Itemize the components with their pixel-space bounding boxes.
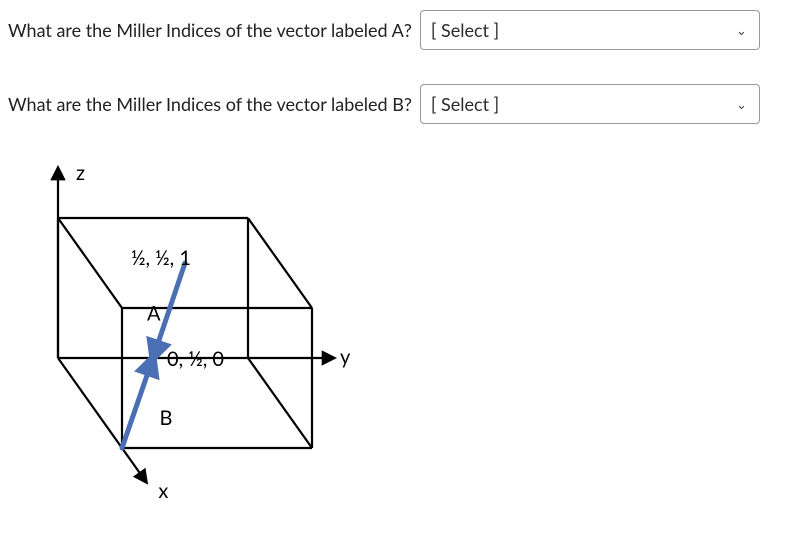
svg-text:0, ½, 0: 0, ½, 0 — [167, 347, 224, 371]
svg-text:z: z — [76, 161, 85, 185]
chevron-down-icon: ⌄ — [736, 22, 747, 39]
select-a[interactable]: [ Select ] ⌄ — [420, 10, 760, 50]
svg-text:A: A — [147, 302, 161, 326]
select-b[interactable]: [ Select ] ⌄ — [420, 84, 760, 124]
chevron-down-icon: ⌄ — [736, 96, 747, 113]
svg-text:½, ½, 1: ½, ½, 1 — [131, 246, 191, 270]
svg-text:y: y — [340, 345, 351, 369]
select-a-placeholder: [ Select ] — [431, 19, 499, 41]
select-b-placeholder: [ Select ] — [431, 93, 499, 115]
unit-cell-svg: z y x ½, ½, 1 0, ½, 0A B — [18, 158, 358, 518]
question-a-text: What are the Miller Indices of the vecto… — [8, 19, 412, 41]
unit-cell-diagram: z y x ½, ½, 1 0, ½, 0A B — [18, 158, 801, 522]
question-row-b: What are the Miller Indices of the vecto… — [8, 84, 801, 124]
question-row-a: What are the Miller Indices of the vecto… — [8, 10, 801, 50]
question-b-text: What are the Miller Indices of the vecto… — [8, 93, 412, 115]
svg-text:x: x — [158, 479, 168, 503]
svg-text:B: B — [160, 406, 173, 430]
